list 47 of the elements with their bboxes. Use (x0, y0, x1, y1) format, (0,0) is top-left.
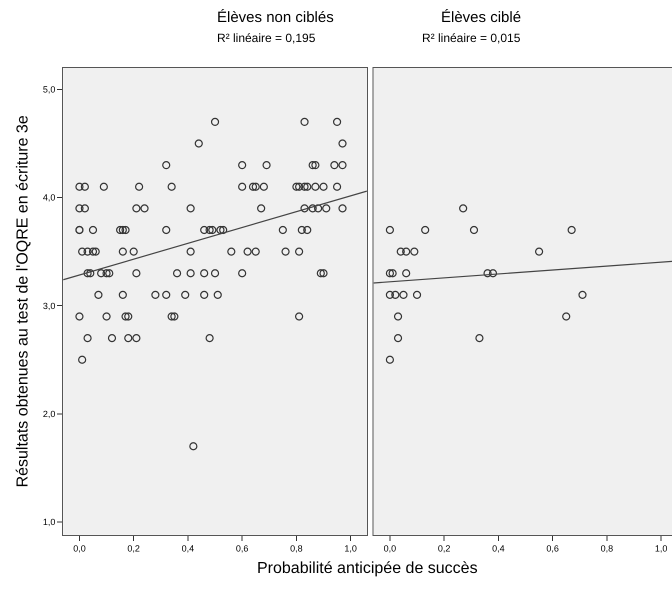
point (534, 248, 544, 256)
x-tick-label: 0,4 (492, 544, 505, 554)
point (488, 269, 498, 278)
point (391, 290, 400, 299)
point (386, 269, 394, 278)
point (470, 226, 478, 234)
chart-subtitle: R² linéaire = 0,015 (422, 31, 521, 45)
point (386, 356, 394, 364)
point (412, 290, 422, 299)
x-tick-label: 0,6 (236, 544, 248, 554)
x-tick-label: 0,2 (127, 544, 140, 554)
point (402, 248, 410, 256)
y-tick-label: 2,0 (42, 408, 56, 419)
point (396, 248, 405, 256)
x-tick-label: 0,8 (290, 544, 303, 554)
point (399, 290, 408, 299)
point (568, 226, 576, 234)
y-tick-label: 1,0 (42, 517, 56, 528)
x-tick-label: 0,6 (546, 544, 559, 554)
point (578, 290, 587, 299)
point (410, 248, 418, 256)
point (394, 312, 402, 321)
point (459, 204, 468, 212)
x-tick-label: 1,0 (344, 544, 357, 554)
x-tick-label: 0,0 (384, 544, 396, 554)
point (402, 269, 410, 278)
point (386, 226, 394, 234)
x-tick-label: 0,2 (438, 544, 450, 554)
point (386, 290, 394, 299)
y-tick-label: 5,0 (42, 84, 56, 95)
point (388, 269, 397, 278)
point (394, 334, 402, 342)
point (562, 312, 570, 321)
x-tick-label: 0,8 (600, 544, 614, 554)
point (483, 269, 492, 278)
y-axis-title: Résultats obtenues au test de l'OQRE en écriture 3e (14, 115, 32, 488)
x-tick-label: 0,4 (182, 544, 194, 554)
chart-title: Élèves ciblé (441, 8, 522, 26)
x-tick-label: 1,0 (654, 544, 668, 554)
point (421, 226, 430, 234)
x-axis-title: Probabilité anticipée de succès (257, 560, 478, 577)
chart-subtitle: R² linéaire = 0,195 (217, 31, 316, 45)
y-tick-label: 4,0 (42, 192, 56, 203)
point (475, 334, 484, 342)
chart-title: Élèves non ciblés (217, 8, 334, 26)
x-tick-label: 0,0 (73, 544, 86, 554)
y-tick-label: 3,0 (42, 300, 56, 311)
